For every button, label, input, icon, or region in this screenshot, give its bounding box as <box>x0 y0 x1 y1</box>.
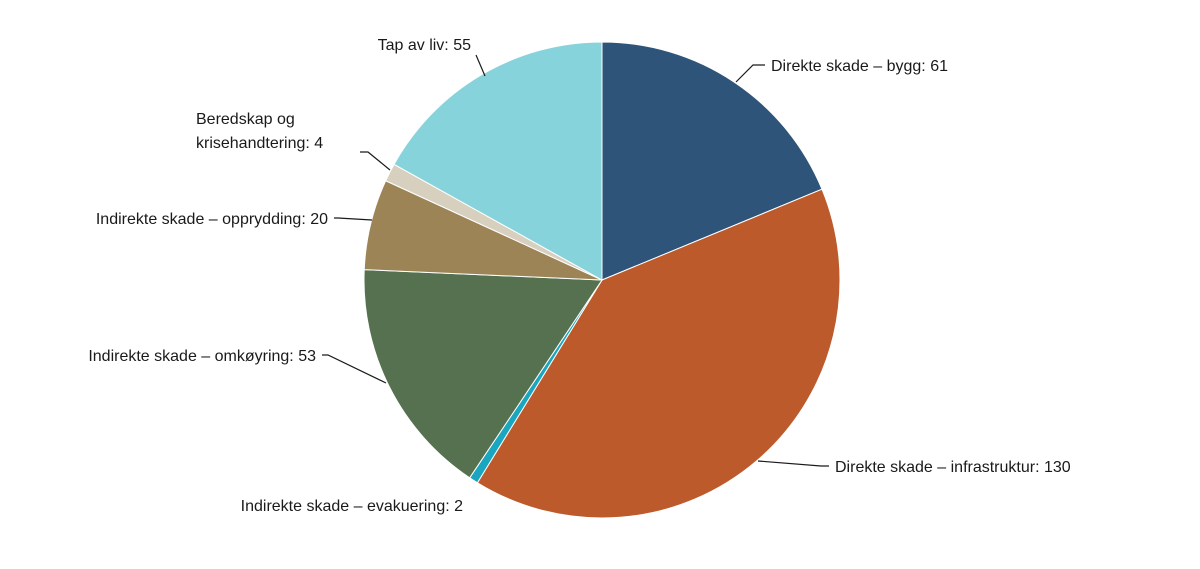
slice-label-line: krisehandtering: 4 <box>196 135 323 152</box>
slice-label-tap-av-liv: Tap av liv: 55 <box>378 37 471 54</box>
pie-slice-bygg <box>601 41 823 281</box>
slice-label-evakuering: Indirekte skade – evakuering: 2 <box>241 498 463 515</box>
leader-line-infrastruktur <box>757 460 829 467</box>
pie-slice-infrastruktur <box>476 188 841 519</box>
pie-slice-omkjoring <box>363 269 603 479</box>
leader-line-tap-av-liv <box>475 54 486 77</box>
slice-label-beredskap: Beredskap og krisehandtering: 4 <box>196 111 323 152</box>
slice-label-opprydding: Indirekte skade – opprydding: 20 <box>96 211 328 228</box>
pie-slice-tap-av-liv <box>393 41 603 281</box>
slice-label-infrastruktur: Direkte skade – infrastruktur: 130 <box>835 459 1071 476</box>
slice-label-bygg: Direkte skade – bygg: 61 <box>771 58 948 75</box>
slice-label-line: Beredskap og <box>196 111 295 128</box>
slice-label-omkjoring: Indirekte skade – omkøyring: 53 <box>88 348 316 365</box>
leader-line-bygg <box>735 64 765 83</box>
leader-line-omkjoring <box>322 354 387 384</box>
leader-line-opprydding <box>334 217 373 221</box>
leader-line-beredskap <box>360 151 391 171</box>
